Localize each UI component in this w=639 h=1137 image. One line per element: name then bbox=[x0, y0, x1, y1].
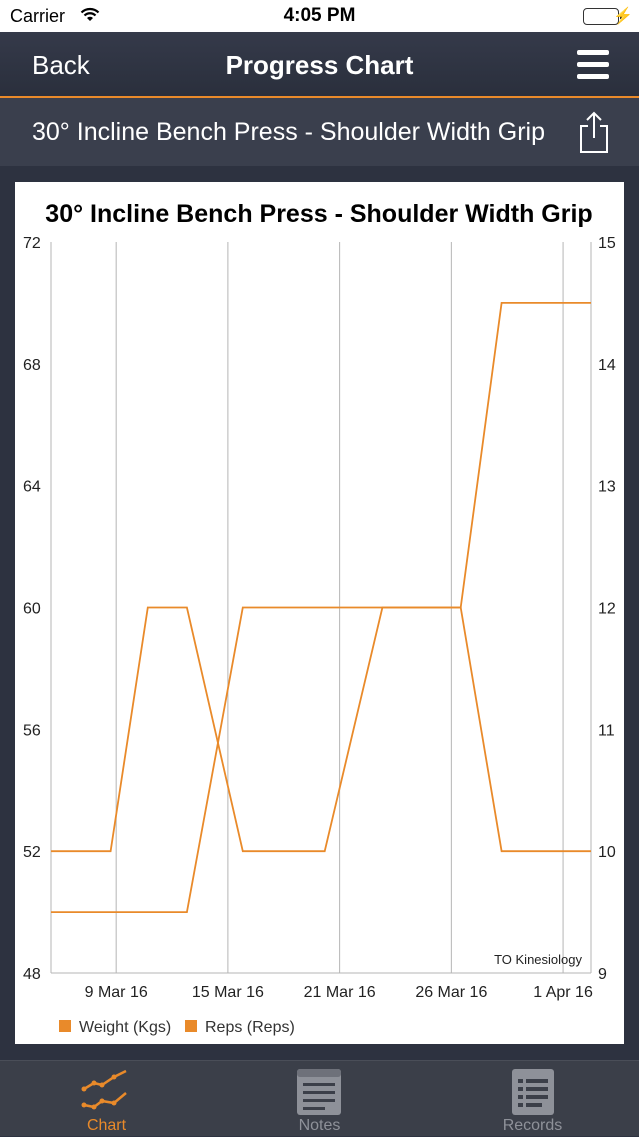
legend-label: Weight (Kgs) bbox=[79, 1019, 171, 1036]
legend-label: Reps (Reps) bbox=[205, 1019, 295, 1036]
x-tick-label: 21 Mar 16 bbox=[304, 984, 376, 1001]
weight-series-line bbox=[51, 606, 591, 853]
tab-records[interactable]: Records bbox=[426, 1061, 639, 1137]
share-icon[interactable] bbox=[579, 110, 609, 159]
chart-watermark: TO Kinesiology bbox=[494, 952, 582, 967]
exercise-name: 30° Incline Bench Press - Shoulder Width… bbox=[32, 118, 546, 146]
tab-notes-label: Notes bbox=[298, 1117, 341, 1134]
chart-icon bbox=[81, 1069, 127, 1110]
y-right-tick-label: 11 bbox=[598, 722, 615, 739]
tab-chart[interactable]: Chart bbox=[0, 1061, 213, 1137]
carrier-label: Carrier bbox=[10, 6, 66, 26]
charging-icon: ⚡ bbox=[613, 8, 633, 25]
battery-icon bbox=[583, 8, 623, 25]
page-title: Progress Chart bbox=[225, 50, 414, 80]
y-right-tick-label: 10 bbox=[598, 844, 616, 861]
y-right-tick-label: 15 bbox=[598, 235, 616, 252]
records-icon bbox=[512, 1069, 554, 1115]
y-left-tick-label: 60 bbox=[23, 601, 41, 618]
y-right-tick-label: 14 bbox=[598, 357, 616, 374]
legend-swatch bbox=[185, 1020, 197, 1032]
notes-icon bbox=[297, 1069, 341, 1115]
y-right-tick-label: 9 bbox=[598, 966, 607, 983]
tab-chart-label: Chart bbox=[86, 1117, 127, 1134]
y-left-tick-label: 68 bbox=[23, 357, 41, 374]
tab-notes[interactable]: Notes bbox=[213, 1061, 426, 1137]
chart-title: 30° Incline Bench Press - Shoulder Width… bbox=[45, 200, 592, 228]
status-time: 4:05 PM bbox=[283, 5, 356, 26]
x-tick-label: 9 Mar 16 bbox=[85, 984, 148, 1001]
y-left-tick-label: 64 bbox=[23, 479, 41, 496]
reps-series-line bbox=[51, 302, 591, 913]
x-tick-label: 1 Apr 16 bbox=[533, 984, 593, 1001]
exercise-header: 30° Incline Bench Press - Shoulder Width… bbox=[0, 98, 639, 166]
tab-records-label: Records bbox=[502, 1117, 563, 1134]
nav-bar: Back Progress Chart bbox=[0, 32, 639, 98]
x-tick-label: 26 Mar 16 bbox=[415, 984, 487, 1001]
progress-chart: 30° Incline Bench Press - Shoulder Width… bbox=[15, 182, 624, 1044]
back-button[interactable]: Back bbox=[32, 50, 90, 80]
y-left-tick-label: 52 bbox=[23, 844, 41, 861]
wifi-icon bbox=[80, 7, 100, 28]
status-bar: Carrier 4:05 PM ⚡ bbox=[0, 0, 639, 32]
y-left-tick-label: 56 bbox=[23, 722, 41, 739]
menu-icon[interactable] bbox=[577, 50, 609, 80]
chart-svg: 30° Incline Bench Press - Shoulder Width… bbox=[23, 200, 616, 1036]
y-left-tick-label: 48 bbox=[23, 966, 41, 983]
tab-bar: Chart Notes Records bbox=[0, 1060, 639, 1136]
y-left-tick-label: 72 bbox=[23, 235, 41, 252]
y-right-tick-label: 13 bbox=[598, 479, 616, 496]
legend-swatch bbox=[59, 1020, 71, 1032]
y-right-tick-label: 12 bbox=[598, 601, 616, 618]
x-tick-label: 15 Mar 16 bbox=[192, 984, 264, 1001]
